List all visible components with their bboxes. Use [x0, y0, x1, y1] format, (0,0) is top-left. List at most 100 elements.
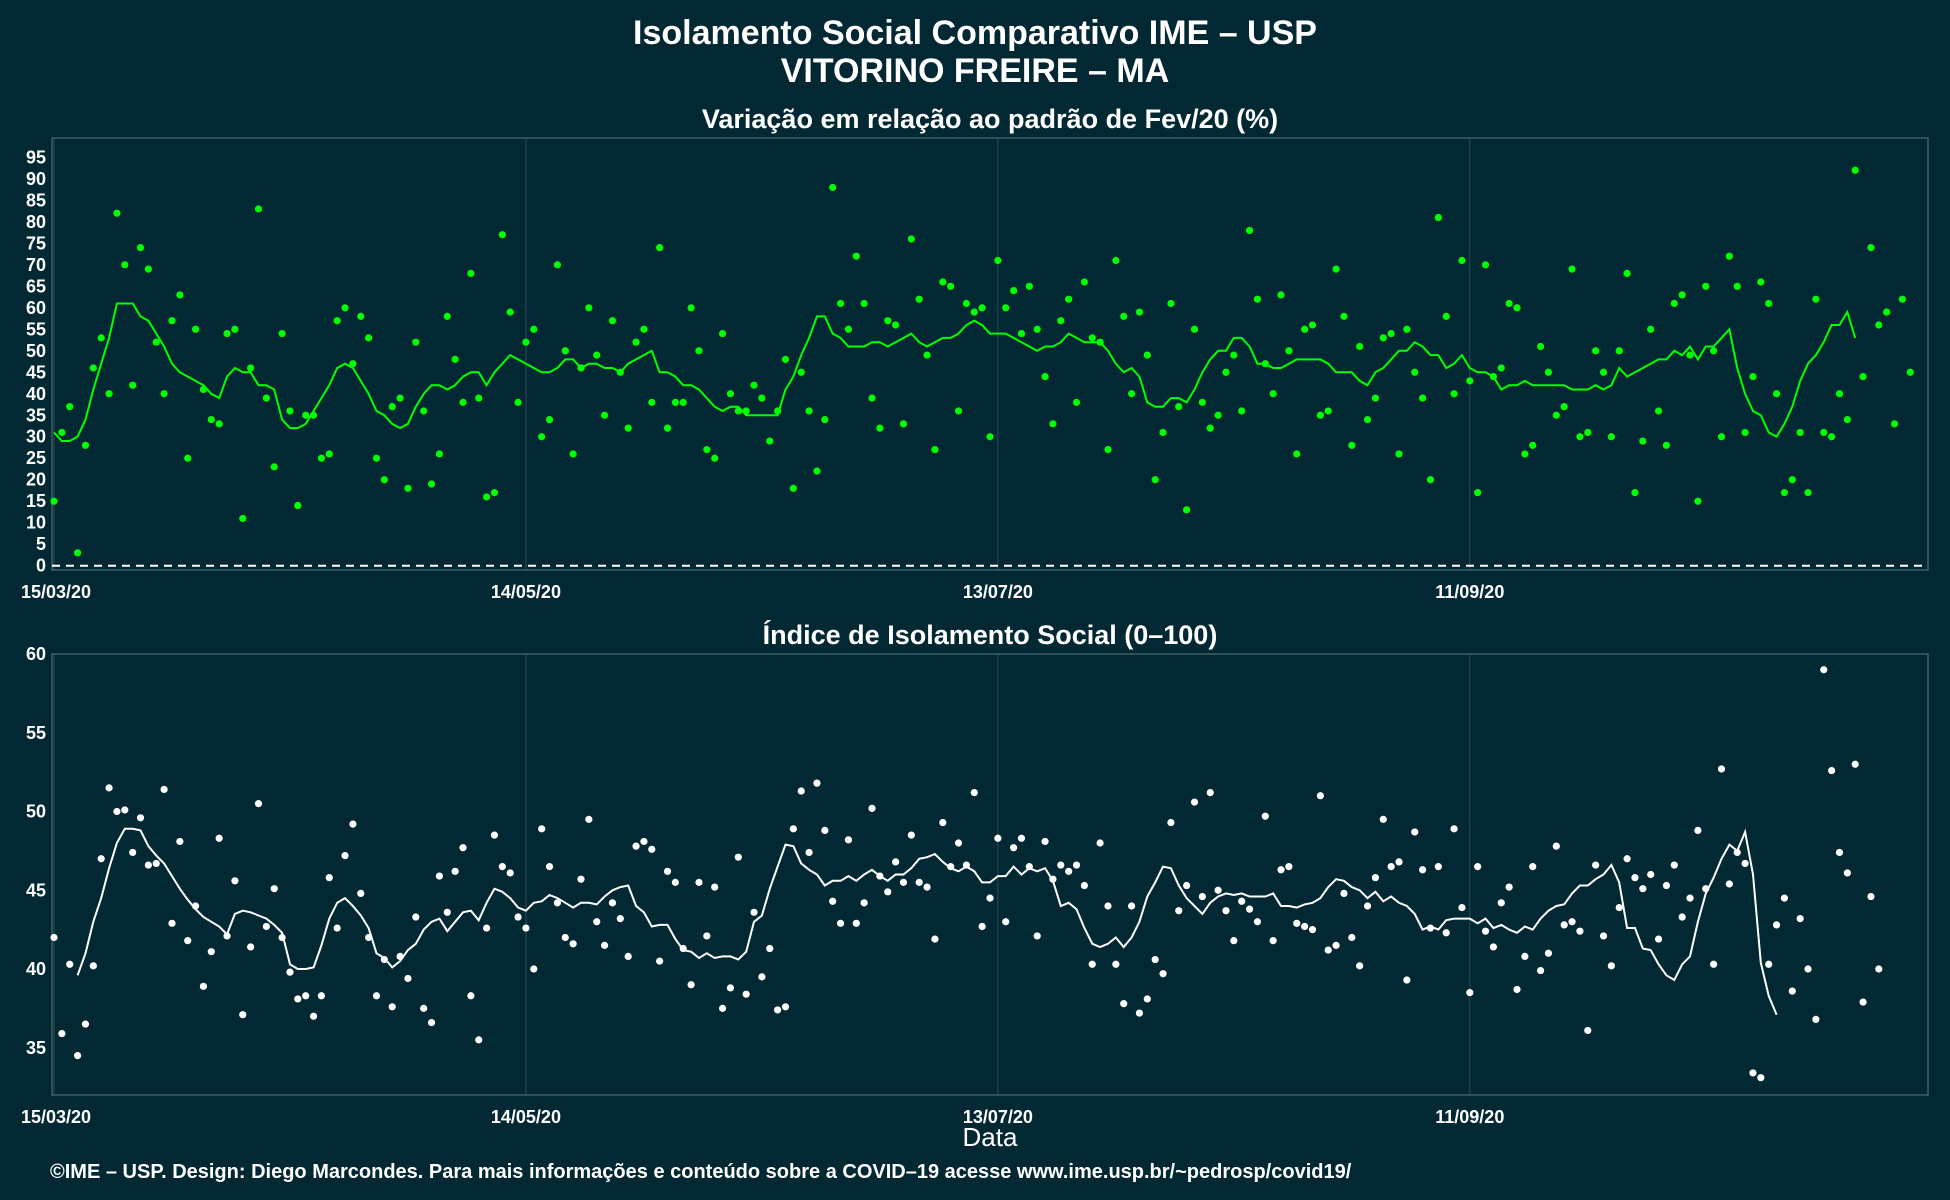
variation-data-point — [514, 398, 522, 406]
index-data-point — [1859, 998, 1867, 1006]
index-data-point — [317, 992, 326, 1000]
index-data-point — [1025, 863, 1033, 871]
variation-data-point — [467, 269, 475, 278]
index-data-point — [923, 883, 931, 891]
index-data-point — [1009, 844, 1018, 852]
chart-index-plot: 35 40 45 50 55 60 15/03/20 14/05/20 13/07/20 11/0… — [21, 644, 1929, 1127]
index-data-point — [939, 818, 947, 827]
index-y-tick-label: 55 — [26, 723, 46, 743]
variation-data-point — [1033, 325, 1041, 333]
variation-data-point — [1686, 351, 1694, 359]
index-data-point — [1560, 921, 1568, 929]
index-data-point — [1702, 885, 1710, 893]
index-data-point — [1536, 966, 1545, 975]
variation-y-tick-label: 80 — [26, 212, 46, 232]
variation-data-point — [1041, 372, 1049, 381]
variation-data-point — [1261, 360, 1269, 368]
index-data-point — [1647, 870, 1655, 879]
index-data-point — [1489, 943, 1497, 951]
variation-data-point — [663, 424, 672, 432]
variation-data-point — [1466, 377, 1474, 385]
variation-data-point — [357, 312, 365, 320]
variation-data-point — [1025, 282, 1033, 290]
index-data-point — [1363, 902, 1372, 910]
variation-data-point — [152, 338, 160, 346]
variation-data-point — [852, 252, 860, 260]
variation-data-point — [766, 437, 774, 445]
index-data-point — [1434, 863, 1442, 871]
index-data-point — [545, 863, 554, 871]
variation-data-point — [553, 261, 561, 269]
variation-data-point — [1072, 398, 1081, 406]
variation-data-point — [191, 325, 200, 333]
variation-data-point — [923, 351, 931, 359]
variation-data-point — [774, 407, 782, 415]
index-data-point — [1261, 812, 1269, 820]
index-data-point — [333, 924, 341, 932]
index-data-point — [624, 952, 632, 961]
variation-data-point — [687, 304, 695, 312]
index-data-point — [671, 878, 679, 886]
index-data-point — [247, 943, 255, 951]
variation-data-point — [1717, 433, 1726, 441]
variation-data-point — [805, 407, 813, 415]
variation-data-point — [1481, 261, 1490, 269]
variation-data-point — [1411, 368, 1419, 376]
variation-data-point — [931, 446, 939, 454]
index-data-point — [1725, 880, 1733, 888]
index-data-point — [1544, 949, 1553, 957]
variation-data-point — [506, 308, 514, 316]
variation-data-point — [892, 321, 900, 329]
variation-data-point — [1301, 325, 1309, 333]
index-data-point — [1788, 987, 1796, 995]
variation-data-point — [1057, 317, 1065, 325]
index-data-point — [1403, 976, 1411, 984]
index-data-point — [81, 1020, 90, 1028]
index-data-point — [805, 848, 813, 857]
index-y-tick-label: 40 — [26, 959, 46, 979]
index-data-point — [199, 982, 208, 990]
variation-data-point — [679, 398, 687, 406]
variation-data-point — [868, 394, 876, 402]
variation-data-point — [585, 304, 593, 312]
variation-data-point — [616, 368, 624, 376]
variation-data-point — [1772, 390, 1781, 398]
index-data-point — [1812, 1015, 1820, 1024]
variation-data-point — [876, 424, 884, 432]
variation-data-point — [711, 454, 719, 462]
index-data-point — [695, 878, 703, 886]
variation-data-point — [1348, 441, 1356, 449]
variation-data-point — [1065, 295, 1073, 303]
index-data-point — [1371, 874, 1380, 882]
index-data-point — [1222, 907, 1230, 915]
index-data-point — [254, 800, 263, 808]
variation-x-tick-label: 14/05/20 — [491, 582, 561, 602]
variation-data-point — [144, 265, 152, 273]
variation-data-point — [1497, 364, 1505, 372]
variation-data-point — [1544, 368, 1553, 376]
index-data-point — [1167, 818, 1175, 827]
variation-data-point — [1363, 415, 1372, 424]
index-data-point — [1033, 932, 1041, 940]
variation-data-point — [136, 244, 145, 252]
variation-data-point — [954, 407, 963, 415]
index-data-point — [1458, 903, 1466, 912]
variation-data-point — [372, 454, 381, 462]
index-data-point — [711, 883, 719, 891]
variation-data-point — [1670, 299, 1678, 308]
index-y-tick-label: 60 — [26, 644, 46, 664]
variation-y-tick-label: 95 — [26, 147, 46, 167]
index-data-point — [325, 874, 333, 882]
index-data-point — [144, 861, 152, 869]
variation-data-point — [490, 489, 499, 497]
variation-data-point — [160, 390, 168, 398]
index-data-point — [1733, 848, 1741, 857]
variation-data-point — [1788, 476, 1796, 484]
variation-data-point — [1584, 428, 1592, 437]
index-data-point — [1183, 881, 1191, 890]
index-data-point — [1765, 960, 1773, 968]
index-data-point — [687, 981, 695, 989]
index-data-point — [1387, 863, 1395, 871]
variation-data-point — [365, 334, 373, 342]
variation-data-point — [718, 329, 727, 338]
